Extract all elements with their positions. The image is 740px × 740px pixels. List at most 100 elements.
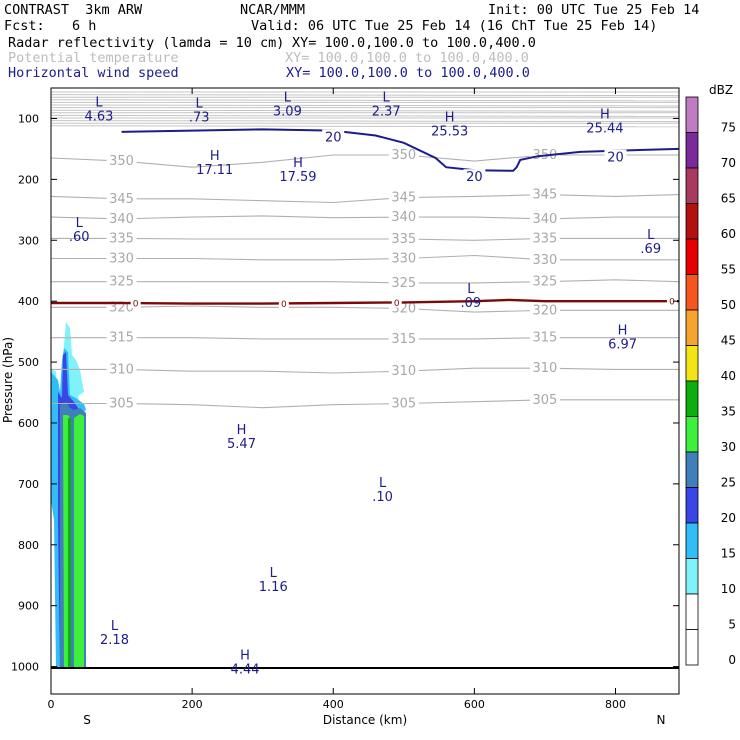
wind-label-20: 20: [607, 151, 624, 166]
dbz-30-region-b: [74, 414, 84, 668]
theta-label-335: 335: [391, 232, 416, 247]
colorbar-label-55: 55: [721, 263, 736, 277]
colorbar-swatch-70: [685, 132, 699, 169]
freezing-label: 0: [394, 299, 400, 309]
extremum-type-l: L: [467, 282, 475, 297]
colorbar-label-60: 60: [721, 227, 736, 241]
extremum-type-l: L: [95, 95, 103, 110]
strato-theta-line: [51, 94, 679, 97]
extremum-value: .69: [640, 242, 661, 257]
extremum-value: 17.11: [196, 163, 233, 178]
freezing-label-bg: [391, 297, 402, 308]
y-tick-label: 400: [18, 295, 39, 308]
extremum-value: .09: [460, 296, 481, 311]
extremum-type-l: L: [647, 228, 655, 243]
colorbar-swatch-30: [685, 416, 699, 453]
theta-label-325: 325: [533, 275, 558, 290]
colorbar-unit: dBZ: [709, 83, 733, 97]
extremum-value: 4.44: [231, 662, 260, 677]
x-tick-label: 200: [182, 698, 203, 711]
stratosphere-theta-band: [51, 91, 679, 128]
theta-label-bg: [388, 395, 419, 410]
theta-contour-325: [51, 279, 679, 284]
extremum-value: .60: [69, 230, 90, 245]
theta-label-bg: [529, 146, 560, 161]
extremum-value: 2.37: [372, 104, 401, 119]
theta-label-345: 345: [533, 188, 558, 203]
theta-label-340: 340: [391, 210, 416, 225]
theta-label-bg: [106, 273, 137, 288]
wind-label-bg: [322, 129, 345, 144]
colorbar-swatch-55: [685, 238, 699, 275]
theta-label-bg: [388, 250, 419, 265]
theta-label-330: 330: [109, 252, 134, 267]
colorbar-swatch-5: [685, 593, 699, 630]
extremum-value: 5.47: [227, 437, 256, 452]
strato-theta-line: [51, 99, 679, 102]
theta-label-350: 350: [391, 148, 416, 163]
theta-label-bg: [388, 330, 419, 345]
colorbar-swatch-15: [685, 522, 699, 559]
extremum-type-l: L: [383, 90, 391, 105]
theta-label-345: 345: [109, 192, 134, 207]
extremum-value: 17.59: [279, 170, 316, 185]
colorbar-label-25: 25: [721, 476, 736, 490]
strato-theta-line: [51, 120, 679, 123]
extremum-type-l: L: [196, 96, 204, 111]
colorbar-label-10: 10: [721, 582, 736, 596]
theta-contour-335: [51, 237, 679, 241]
theta-label-bg: [529, 230, 560, 245]
theta-label-bg: [106, 395, 137, 410]
extremum-type-h: H: [293, 156, 303, 171]
dbz-35-region-a: [68, 418, 71, 668]
colorbar-label-30: 30: [721, 440, 736, 454]
reflectivity-column: [51, 322, 86, 668]
y-tick-label: 500: [18, 356, 39, 369]
theta-contour-320: [51, 305, 679, 313]
colorbar-label-65: 65: [721, 192, 736, 206]
theta-label-305: 305: [391, 396, 416, 411]
model-title: CONTRAST 3km ARW: [4, 2, 143, 18]
theta-label-335: 335: [109, 231, 134, 246]
extremum-value: 2.18: [100, 633, 129, 648]
freezing-label-bg: [130, 298, 141, 309]
theta-label-335: 335: [533, 231, 558, 246]
freezing-label-bg: [666, 296, 677, 307]
field-wind-name: Horizontal wind speed: [8, 65, 179, 81]
theta-label-bg: [388, 209, 419, 224]
theta-label-bg: [529, 273, 560, 288]
x-tick-label: 400: [323, 698, 344, 711]
theta-label-340: 340: [533, 212, 558, 227]
colorbar-label-15: 15: [721, 547, 736, 561]
freezing-level-contour: 0 0 0 0: [51, 296, 679, 310]
wind-label-bg: [604, 149, 627, 164]
extremum-type-h: H: [618, 324, 628, 339]
field-theta-xy: XY= 100.0,100.0 to 100.0,400.0: [285, 50, 529, 66]
colorbar-swatch-45: [685, 309, 699, 346]
extremum-type-l: L: [284, 90, 292, 105]
colorbar-label-5: 5: [728, 618, 736, 632]
theta-label-bg: [106, 329, 137, 344]
strato-theta-line: [51, 109, 679, 112]
freezing-level-line: [51, 298, 679, 305]
y-tick-label: 600: [18, 417, 39, 430]
colorbar-swatch-0: [685, 629, 699, 666]
theta-label-330: 330: [391, 252, 416, 267]
theta-label-320: 320: [533, 303, 558, 318]
colorbar-swatch-40: [685, 345, 699, 382]
extremum-type-h: H: [210, 149, 220, 164]
plot-area: [51, 88, 679, 694]
theta-label-bg: [106, 250, 137, 265]
extremum-type-h: H: [237, 423, 247, 438]
x-tick-label: 600: [464, 698, 485, 711]
extremum-value: 6.97: [608, 338, 637, 353]
theta-label-bg: [388, 274, 419, 289]
theta-contour-310: [51, 367, 679, 374]
init-time: Init: 00 UTC Tue 25 Feb 14: [488, 2, 700, 18]
theta-label-bg: [529, 210, 560, 225]
strato-theta-line: [51, 114, 679, 117]
extremum-value: .73: [189, 110, 210, 125]
colorbar-label-35: 35: [721, 405, 736, 419]
